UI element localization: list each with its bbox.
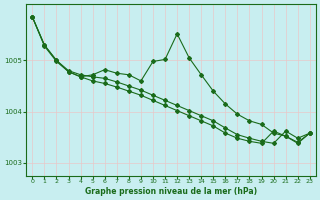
X-axis label: Graphe pression niveau de la mer (hPa): Graphe pression niveau de la mer (hPa) (85, 187, 257, 196)
